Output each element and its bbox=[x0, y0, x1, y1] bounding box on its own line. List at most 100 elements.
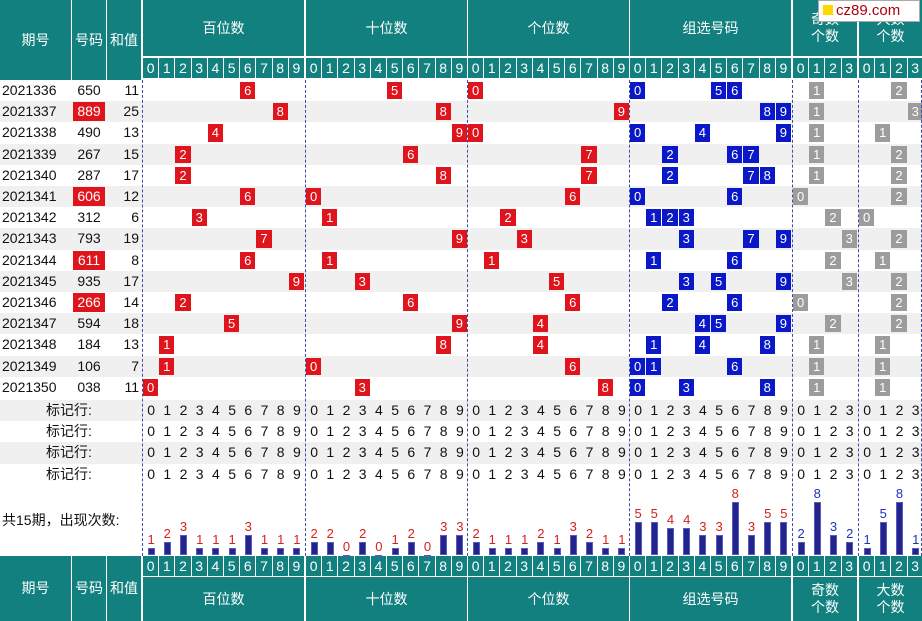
marker-digit[interactable]: 9 bbox=[292, 444, 301, 461]
marker-digit[interactable]: 6 bbox=[731, 444, 740, 461]
marker-digit[interactable]: 4 bbox=[374, 465, 383, 482]
marker-digit[interactable]: 9 bbox=[617, 423, 626, 440]
marker-digit[interactable]: 2 bbox=[829, 423, 838, 440]
marker-digit[interactable]: 9 bbox=[617, 465, 626, 482]
marker-digit[interactable]: 9 bbox=[779, 465, 788, 482]
marker-digit[interactable]: 2 bbox=[666, 444, 675, 461]
marker-digit[interactable]: 9 bbox=[779, 423, 788, 440]
marker-digit[interactable]: 0 bbox=[472, 402, 480, 418]
marker-digit[interactable]: 2 bbox=[179, 465, 188, 482]
marker-digit[interactable]: 3 bbox=[682, 465, 691, 482]
marker-digit[interactable]: 2 bbox=[666, 423, 675, 440]
marker-digit[interactable]: 2 bbox=[342, 402, 351, 418]
marker-digit[interactable]: 3 bbox=[682, 444, 691, 461]
marker-digit[interactable]: 0 bbox=[472, 444, 480, 461]
site-logo[interactable]: cz89.com bbox=[818, 0, 920, 22]
marker-digit[interactable]: 8 bbox=[276, 465, 285, 482]
marker-digit[interactable]: 7 bbox=[585, 402, 594, 418]
marker-digit[interactable]: 6 bbox=[407, 423, 416, 440]
marker-digit[interactable]: 8 bbox=[276, 423, 285, 440]
marker-digit[interactable]: 7 bbox=[423, 465, 432, 482]
marker-digit[interactable]: 3 bbox=[358, 465, 367, 482]
marker-digit[interactable]: 3 bbox=[520, 402, 529, 418]
marker-digit[interactable]: 3 bbox=[911, 444, 920, 461]
marker-digit[interactable]: 1 bbox=[813, 402, 822, 418]
marker-digit[interactable]: 3 bbox=[845, 402, 854, 418]
marker-digit[interactable]: 2 bbox=[179, 402, 188, 418]
marker-digit[interactable]: 0 bbox=[634, 402, 642, 418]
marker-digit[interactable]: 0 bbox=[147, 465, 155, 482]
marker-digit[interactable]: 9 bbox=[455, 423, 464, 440]
marker-digit[interactable]: 5 bbox=[228, 402, 236, 418]
marker-digit[interactable]: 6 bbox=[569, 444, 578, 461]
marker-digit[interactable]: 5 bbox=[391, 465, 399, 482]
marker-digit[interactable]: 0 bbox=[472, 465, 480, 482]
marker-digit[interactable]: 1 bbox=[650, 444, 659, 461]
marker-digit[interactable]: 1 bbox=[163, 465, 172, 482]
marker-digit[interactable]: 3 bbox=[911, 402, 920, 418]
marker-digit[interactable]: 0 bbox=[634, 444, 642, 461]
marker-digit[interactable]: 0 bbox=[863, 423, 871, 440]
marker-digit[interactable]: 1 bbox=[488, 465, 497, 482]
marker-digit[interactable]: 3 bbox=[358, 402, 367, 418]
marker-digit[interactable]: 1 bbox=[813, 423, 822, 440]
marker-digit[interactable]: 1 bbox=[879, 423, 888, 440]
marker-digit[interactable]: 2 bbox=[504, 444, 513, 461]
marker-digit[interactable]: 7 bbox=[585, 465, 594, 482]
marker-digit[interactable]: 2 bbox=[829, 465, 838, 482]
marker-digit[interactable]: 9 bbox=[292, 402, 301, 418]
marker-digit[interactable]: 7 bbox=[260, 423, 269, 440]
marker-digit[interactable]: 3 bbox=[195, 465, 204, 482]
marker-digit[interactable]: 1 bbox=[813, 444, 822, 461]
marker-digit[interactable]: 4 bbox=[536, 444, 545, 461]
marker-digit[interactable]: 8 bbox=[601, 423, 610, 440]
marker-digit[interactable]: 2 bbox=[895, 465, 904, 482]
marker-digit[interactable]: 1 bbox=[488, 402, 497, 418]
marker-digit[interactable]: 6 bbox=[731, 465, 740, 482]
marker-digit[interactable]: 5 bbox=[391, 444, 399, 461]
marker-digit[interactable]: 1 bbox=[879, 402, 888, 418]
marker-digit[interactable]: 8 bbox=[763, 444, 772, 461]
marker-digit[interactable]: 0 bbox=[634, 465, 642, 482]
marker-digit[interactable]: 1 bbox=[326, 423, 335, 440]
marker-digit[interactable]: 2 bbox=[829, 444, 838, 461]
marker-digit[interactable]: 4 bbox=[536, 402, 545, 418]
marker-digit[interactable]: 2 bbox=[504, 423, 513, 440]
marker-digit[interactable]: 2 bbox=[666, 402, 675, 418]
marker-digit[interactable]: 0 bbox=[634, 423, 642, 440]
marker-digit[interactable]: 3 bbox=[520, 423, 529, 440]
marker-digit[interactable]: 8 bbox=[439, 402, 448, 418]
marker-digit[interactable]: 0 bbox=[147, 402, 155, 418]
marker-digit[interactable]: 7 bbox=[747, 423, 756, 440]
marker-digit[interactable]: 2 bbox=[504, 402, 513, 418]
marker-digit[interactable]: 4 bbox=[374, 402, 383, 418]
marker-digit[interactable]: 5 bbox=[553, 465, 561, 482]
marker-digit[interactable]: 5 bbox=[228, 465, 236, 482]
marker-digit[interactable]: 0 bbox=[310, 465, 318, 482]
marker-digit[interactable]: 5 bbox=[715, 444, 723, 461]
marker-digit[interactable]: 5 bbox=[391, 423, 399, 440]
marker-digit[interactable]: 1 bbox=[488, 423, 497, 440]
marker-digit[interactable]: 1 bbox=[488, 444, 497, 461]
marker-digit[interactable]: 2 bbox=[829, 402, 838, 418]
marker-digit[interactable]: 3 bbox=[911, 423, 920, 440]
marker-digit[interactable]: 2 bbox=[895, 423, 904, 440]
marker-digit[interactable]: 4 bbox=[211, 444, 220, 461]
marker-digit[interactable]: 3 bbox=[845, 423, 854, 440]
marker-digit[interactable]: 7 bbox=[423, 423, 432, 440]
marker-digit[interactable]: 6 bbox=[407, 465, 416, 482]
marker-digit[interactable]: 4 bbox=[698, 423, 707, 440]
marker-digit[interactable]: 3 bbox=[195, 444, 204, 461]
marker-digit[interactable]: 3 bbox=[911, 465, 920, 482]
marker-digit[interactable]: 8 bbox=[601, 402, 610, 418]
marker-digit[interactable]: 0 bbox=[863, 444, 871, 461]
marker-digit[interactable]: 4 bbox=[536, 465, 545, 482]
marker-digit[interactable]: 2 bbox=[504, 465, 513, 482]
marker-digit[interactable]: 7 bbox=[260, 402, 269, 418]
marker-digit[interactable]: 6 bbox=[569, 402, 578, 418]
marker-digit[interactable]: 8 bbox=[276, 444, 285, 461]
marker-digit[interactable]: 5 bbox=[228, 444, 236, 461]
marker-digit[interactable]: 0 bbox=[310, 402, 318, 418]
marker-digit[interactable]: 6 bbox=[731, 402, 740, 418]
marker-digit[interactable]: 0 bbox=[863, 402, 871, 418]
